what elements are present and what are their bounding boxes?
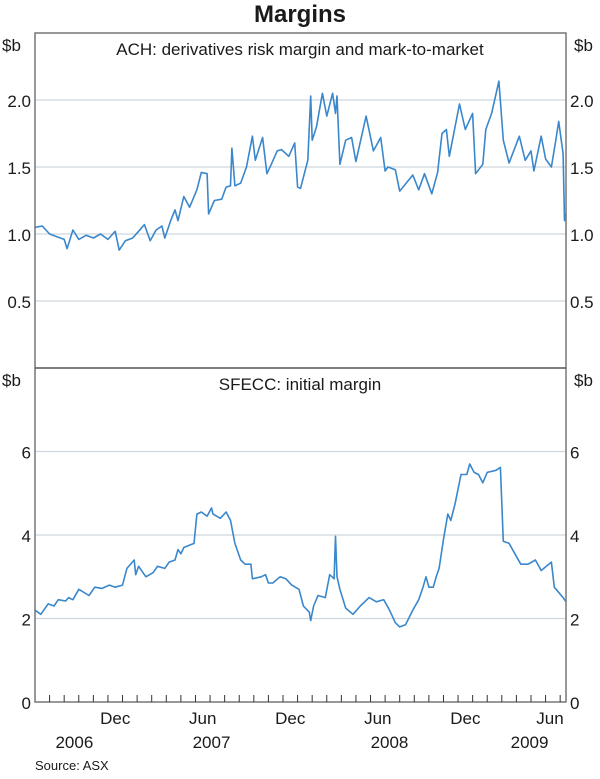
y-tick-label-right: 6 [570,444,579,463]
panel-title: ACH: derivatives risk margin and mark-to… [116,40,484,59]
x-month-label: Jun [536,709,563,728]
y-unit-label-right: $b [574,371,593,390]
y-tick-label-left: 0.5 [7,293,31,312]
x-year-label: 2009 [511,733,549,752]
y-tick-label-right: 0 [570,694,579,713]
y-tick-label-left: 2.0 [7,92,31,111]
y-tick-label-left: 4 [22,527,31,546]
y-tick-label-right: 1.0 [570,226,594,245]
x-month-label: Jun [364,709,391,728]
x-month-label: Dec [275,709,306,728]
y-unit-label-right: $b [574,36,593,55]
source-note: Source: ASX [35,758,109,773]
y-tick-label-right: 4 [570,527,579,546]
x-year-label: 2007 [193,733,231,752]
series-line-ach [34,80,567,251]
x-year-label: 2008 [371,733,409,752]
y-unit-label-left: $b [2,371,21,390]
x-year-label: 2006 [55,733,93,752]
y-tick-label-right: 0.5 [570,293,594,312]
y-tick-label-right: 2.0 [570,92,594,111]
y-tick-label-left: 1.5 [7,159,31,178]
y-unit-label-left: $b [2,36,21,55]
x-month-label: Dec [450,709,481,728]
x-month-label: Jun [189,709,216,728]
x-month-label: Dec [100,709,131,728]
y-tick-label-left: 0 [22,694,31,713]
y-tick-label-left: 2 [22,611,31,630]
chart-title: Margins [254,1,346,28]
series-line-sfecc [34,463,567,628]
panel-title: SFECC: initial margin [219,375,382,394]
y-tick-label-left: 1.0 [7,226,31,245]
y-tick-label-left: 6 [22,444,31,463]
y-tick-label-right: 1.5 [570,159,594,178]
y-tick-label-right: 2 [570,611,579,630]
